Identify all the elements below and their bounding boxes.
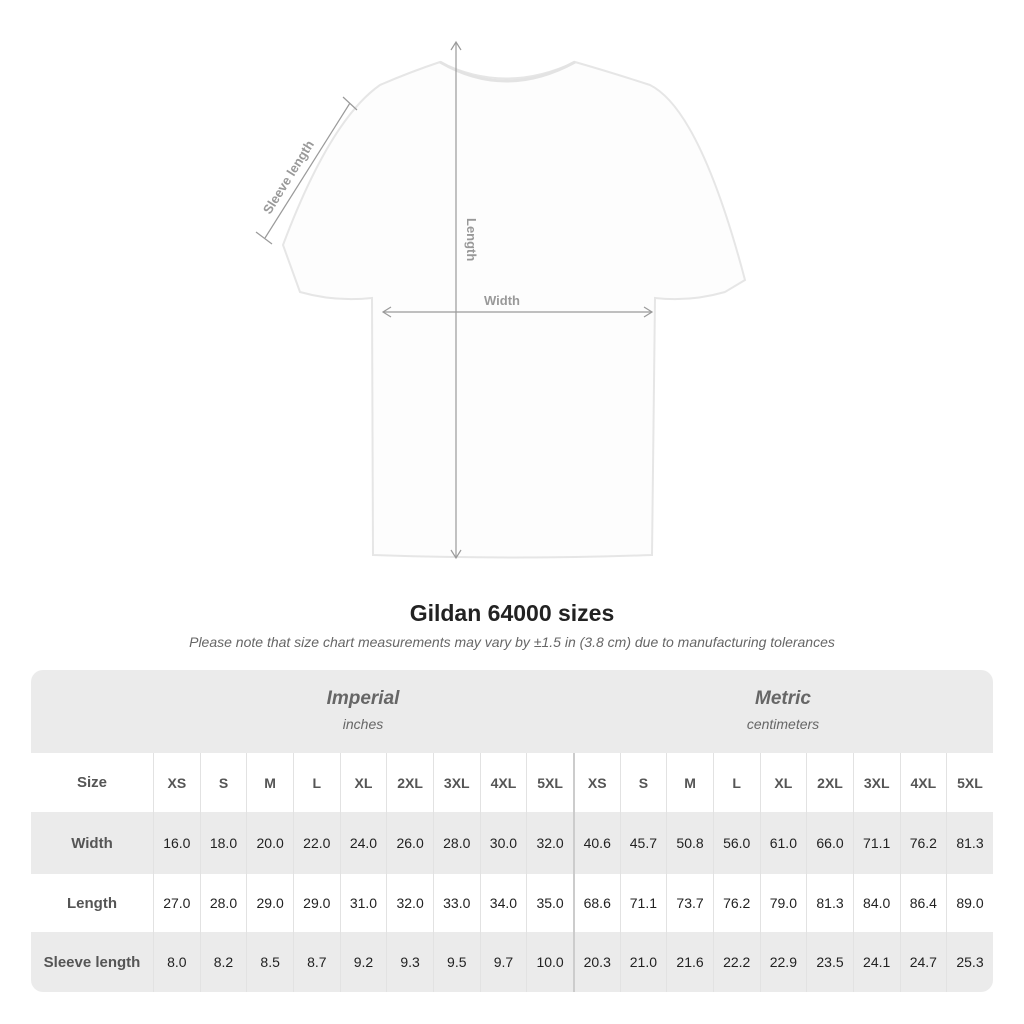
table-cell: 34.0 <box>479 874 527 932</box>
row-label: Size <box>76 774 107 791</box>
table-cell: 89.0 <box>946 874 993 932</box>
table-row: Sleeve length 8.0 8.2 8.5 8.7 9.2 9.3 9.5 9.7 10.… <box>31 932 993 992</box>
table-cell: S <box>199 753 247 812</box>
table-cell: 84.0 <box>852 874 900 932</box>
table-cell: 24.1 <box>852 932 900 992</box>
table-cell: 79.0 <box>759 874 807 932</box>
table-cell: 81.3 <box>806 874 853 932</box>
table-cell: 73.7 <box>666 874 713 932</box>
table-cell: 8.2 <box>199 932 247 992</box>
measurement-lines <box>255 40 654 560</box>
size-table: Imperial inches Metric centimeters Size X… <box>31 670 993 992</box>
table-cell: 9.5 <box>432 932 480 992</box>
table-cell: 5XL <box>526 753 573 812</box>
table-cell: XL <box>759 753 807 812</box>
imperial-unit: inches <box>342 716 384 732</box>
table-cell: 32.0 <box>526 812 573 874</box>
table-cell: 26.0 <box>386 812 433 874</box>
metric-title: Metric <box>755 688 811 709</box>
table-cell: 5XL <box>946 753 993 812</box>
table-cell: 76.2 <box>712 874 760 932</box>
table-cell: S <box>619 753 667 812</box>
tshirt-image <box>281 60 747 559</box>
table-cell: 24.7 <box>899 932 947 992</box>
table-cell: 81.3 <box>946 812 993 874</box>
metric-header: Metric centimeters <box>573 670 993 753</box>
table-cell: L <box>712 753 760 812</box>
imperial-title: Imperial <box>326 688 400 709</box>
table-cell: 18.0 <box>199 812 247 874</box>
table-row: Length 27.0 28.0 29.0 29.0 31.0 32.0 33.0 34.0 35… <box>31 874 993 932</box>
table-cell: XS <box>572 753 620 812</box>
table-cell: 27.0 <box>153 874 200 932</box>
table-cell: 30.0 <box>479 812 527 874</box>
tshirt-diagram: Sleeve length Length Width <box>255 40 747 560</box>
table-cell: 61.0 <box>759 812 807 874</box>
table-cell: 40.6 <box>572 812 620 874</box>
table-cell: 3XL <box>432 753 480 812</box>
table-cell: 71.1 <box>852 812 900 874</box>
table-cell: L <box>292 753 340 812</box>
table-cell: 56.0 <box>712 812 760 874</box>
table-cell: 23.5 <box>806 932 853 992</box>
table-cell: 4XL <box>479 753 527 812</box>
table-cell: 21.6 <box>666 932 713 992</box>
table-cell: 28.0 <box>432 812 480 874</box>
row-label: Width <box>71 834 113 852</box>
table-cell: 8.0 <box>153 932 200 992</box>
table-row: Width 16.0 18.0 20.0 22.0 24.0 26.0 28.0 30.0 32.… <box>31 812 993 874</box>
table-cell: 76.2 <box>899 812 947 874</box>
table-cell: 22.9 <box>759 932 807 992</box>
page-title: Gildan 64000 sizes <box>409 600 615 626</box>
row-label: Sleeve length <box>43 953 141 971</box>
table-cell: XL <box>339 753 387 812</box>
table-cell: 29.0 <box>292 874 340 932</box>
table-cell: 68.6 <box>572 874 620 932</box>
table-cell: 45.7 <box>619 812 667 874</box>
table-cell: 4XL <box>899 753 947 812</box>
table-cell: 29.0 <box>246 874 293 932</box>
table-cell: 20.0 <box>246 812 293 874</box>
table-cell: 28.0 <box>199 874 247 932</box>
width-label: Width <box>484 293 520 308</box>
table-cell: 21.0 <box>619 932 667 992</box>
table-cell: 22.0 <box>292 812 340 874</box>
table-cell: 24.0 <box>339 812 387 874</box>
table-cell: 20.3 <box>572 932 620 992</box>
table-row: Size XS S M L XL 2XL 3XL 4XL 5XL XS S M L XL 2XL 3XL 4XL 5… <box>31 753 993 812</box>
length-label: Length <box>464 218 479 261</box>
table-cell: 86.4 <box>899 874 947 932</box>
table-cell: 71.1 <box>619 874 667 932</box>
table-cell: 9.2 <box>339 932 387 992</box>
table-cell: 3XL <box>852 753 900 812</box>
table-cell: 25.3 <box>946 932 993 992</box>
table-cell: M <box>666 753 713 812</box>
table-cell: 9.7 <box>479 932 527 992</box>
table-cell: 10.0 <box>526 932 573 992</box>
table-cell: 9.3 <box>386 932 433 992</box>
table-cell: 33.0 <box>432 874 480 932</box>
row-label: Length <box>67 894 117 912</box>
table-cell: 66.0 <box>806 812 853 874</box>
table-cell: 8.7 <box>292 932 340 992</box>
metric-unit: centimeters <box>746 716 820 732</box>
table-cell: M <box>246 753 293 812</box>
table-cell: 16.0 <box>153 812 200 874</box>
table-cell: 2XL <box>386 753 433 812</box>
table-cell: XS <box>153 753 200 812</box>
table-cell: 50.8 <box>666 812 713 874</box>
imperial-header: Imperial inches <box>153 670 573 753</box>
table-cell: 31.0 <box>339 874 387 932</box>
table-cell: 2XL <box>806 753 853 812</box>
table-cell: 8.5 <box>246 932 293 992</box>
table-cell: 32.0 <box>386 874 433 932</box>
tolerance-note: Please note that size chart measurements… <box>189 634 835 650</box>
table-cell: 35.0 <box>526 874 573 932</box>
table-cell: 22.2 <box>712 932 760 992</box>
